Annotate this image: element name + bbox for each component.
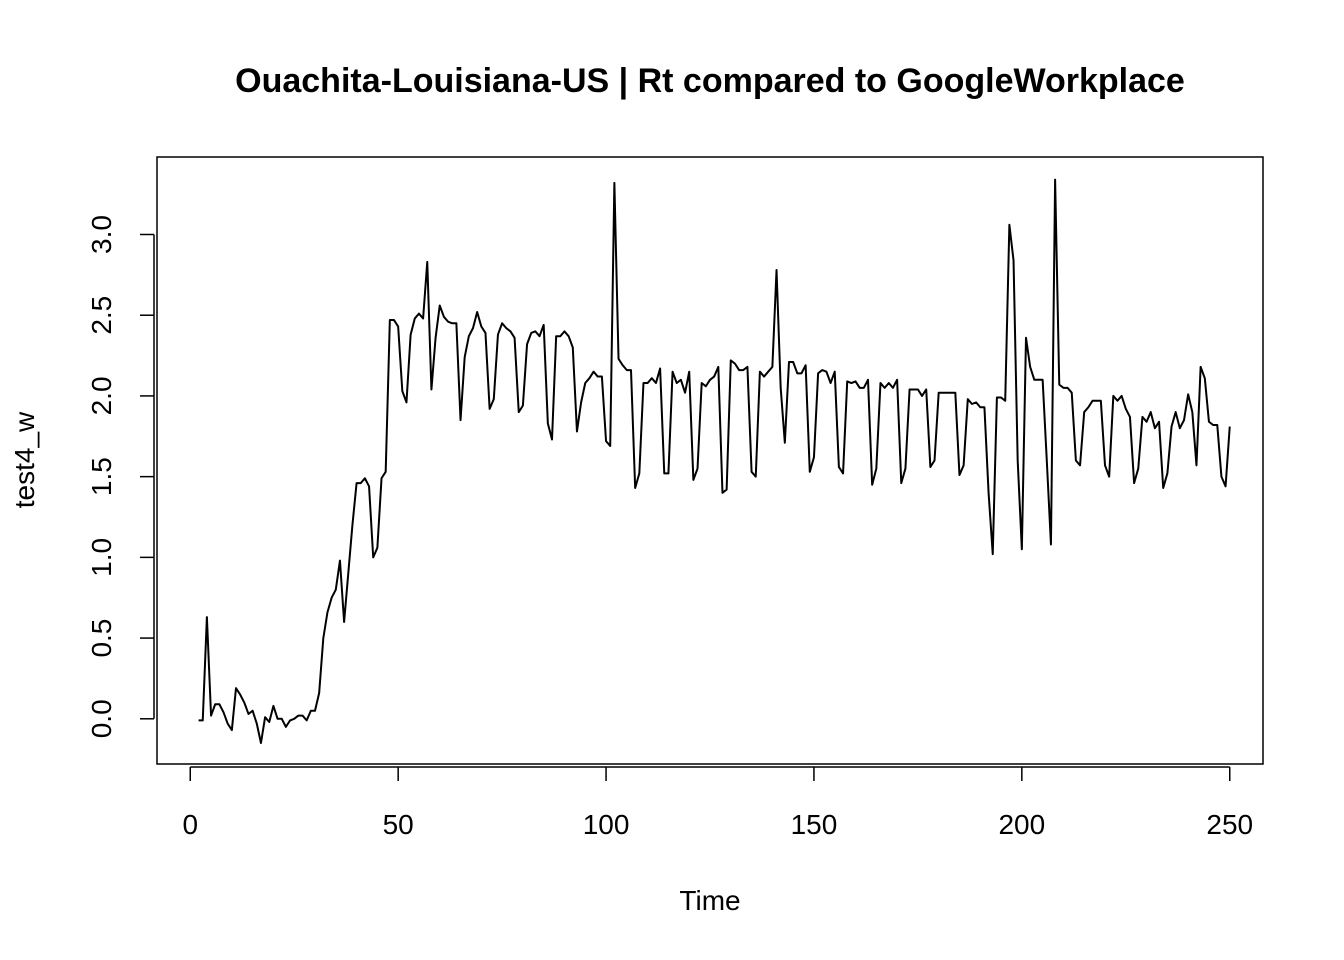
chart-title: Ouachita-Louisiana-US | Rt compared to G… [235, 62, 1185, 100]
series-line [198, 178, 1231, 745]
y-tick-label: 2.5 [86, 296, 117, 335]
y-tick-label: 2.0 [86, 376, 117, 415]
x-tick-label: 150 [791, 809, 838, 840]
x-axis-label: Time [679, 885, 740, 916]
y-axis: 0.0 0.5 1.0 1.5 2.0 2.5 3.0 [86, 215, 155, 738]
y-tick-label: 0.0 [86, 699, 117, 738]
x-tick-label: 250 [1206, 809, 1253, 840]
y-axis-label: test4_w [9, 411, 40, 508]
x-tick-label: 100 [583, 809, 630, 840]
x-tick-label: 200 [998, 809, 1045, 840]
x-tick-label: 0 [182, 809, 198, 840]
x-tick-label: 50 [383, 809, 414, 840]
x-axis: 0 50 100 150 200 250 [182, 766, 1253, 840]
y-tick-label: 3.0 [86, 215, 117, 254]
y-tick-label: 0.5 [86, 619, 117, 658]
y-tick-label: 1.5 [86, 457, 117, 496]
plot-frame [156, 156, 1264, 765]
y-tick-label: 1.0 [86, 538, 117, 577]
